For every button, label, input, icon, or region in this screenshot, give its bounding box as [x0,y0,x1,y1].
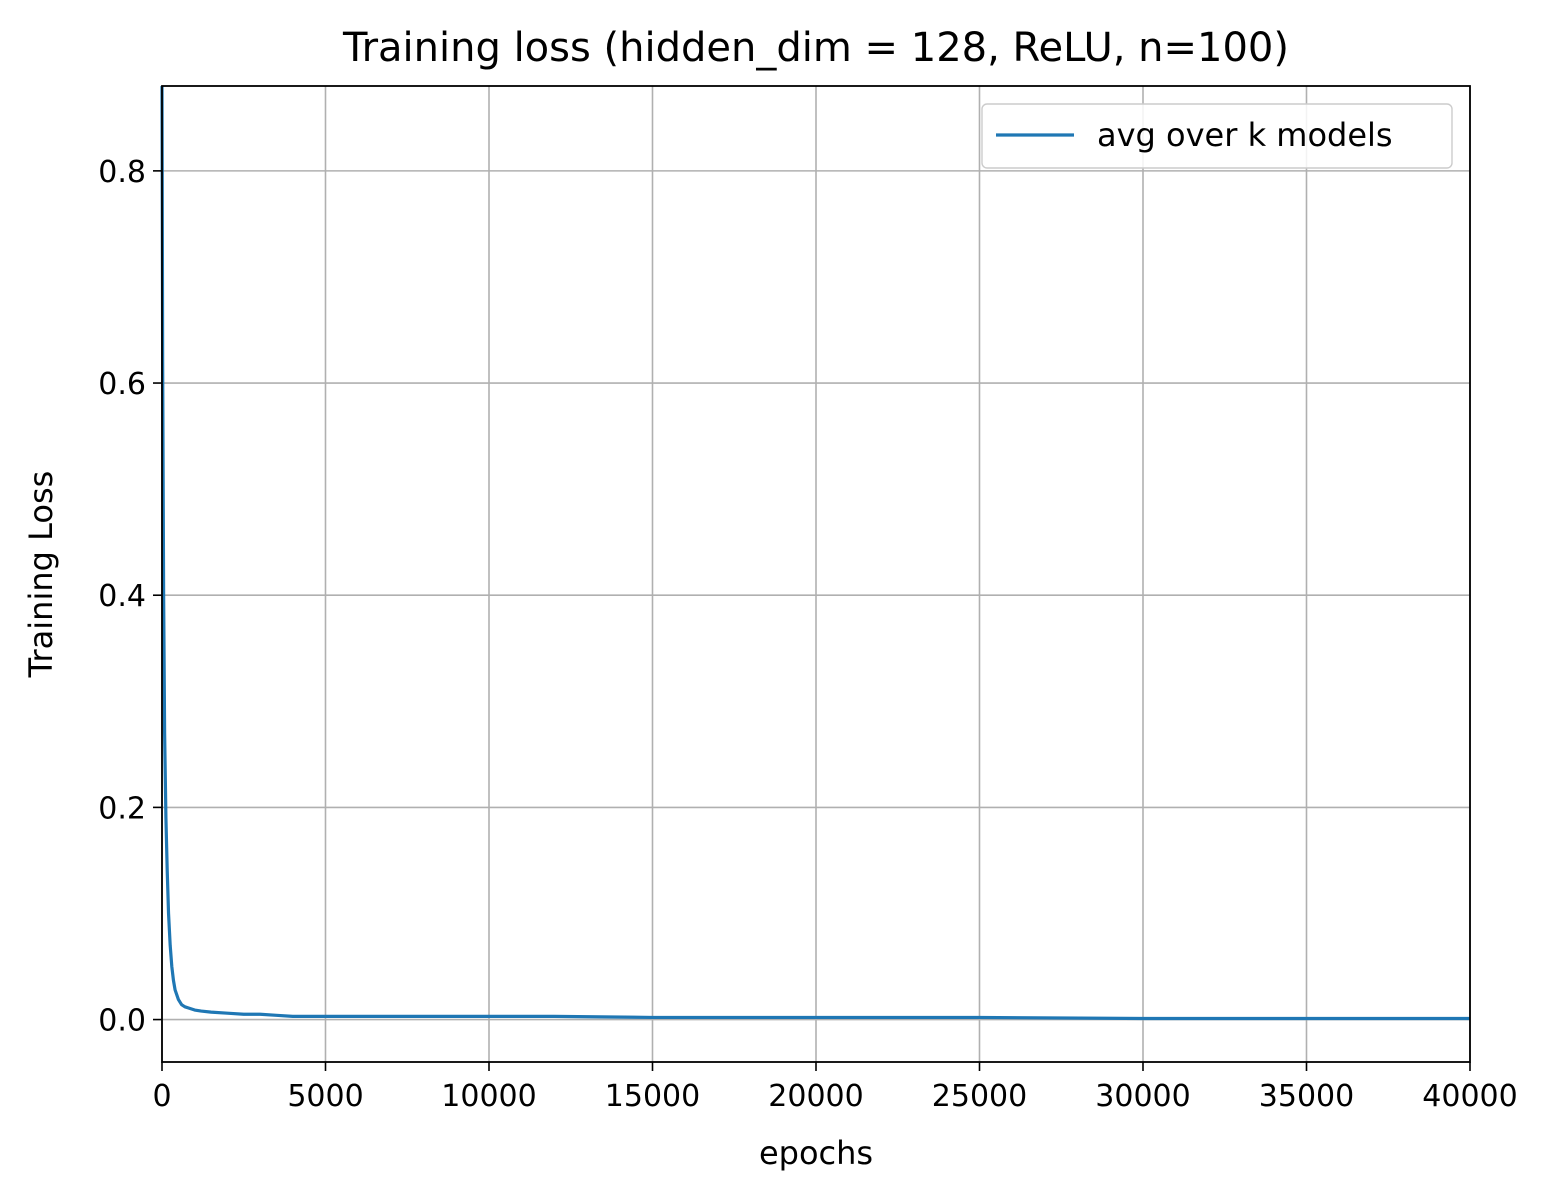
y-tick-label: 0.6 [98,367,146,402]
axis-ticks: 0 5000 10000 15000 20000 25000 30000 35000 40000… [98,155,1517,1114]
x-tick-label: 30000 [1095,1079,1190,1114]
x-tick-label: 0 [152,1079,171,1114]
y-tick-label: 0.8 [98,155,146,190]
y-tick-label: 0.4 [98,579,146,614]
legend-entry-label: avg over k models [1097,116,1393,154]
x-tick-label: 10000 [441,1079,536,1114]
series-line [160,85,1470,1021]
legend: avg over k models [981,103,1453,169]
chart-title: Training loss (hidden_dim = 128, ReLU, n… [342,25,1289,71]
y-tick-label: 0.2 [98,791,146,826]
x-tick-label: 15000 [605,1079,700,1114]
x-tick-label: 40000 [1422,1079,1517,1114]
x-tick-label: 20000 [768,1079,863,1114]
y-tick-label: 0.0 [98,1004,146,1039]
series-layer [160,85,1470,1021]
x-axis-label: epochs [759,1134,873,1172]
legend-box [981,103,1453,169]
x-tick-label: 5000 [287,1079,363,1114]
x-tick-label: 25000 [932,1079,1027,1114]
grid-lines [161,86,1471,1062]
x-tick-label: 35000 [1259,1079,1354,1114]
y-axis-label: Training Loss [22,471,60,679]
